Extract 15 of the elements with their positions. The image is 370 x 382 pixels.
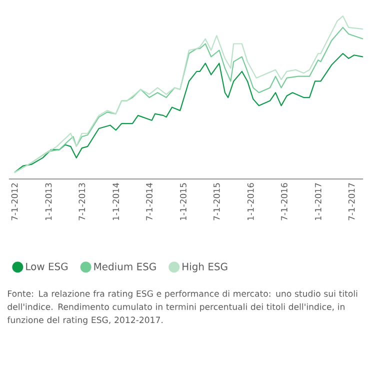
x-tick-label: 7-1-2012: [11, 183, 18, 220]
source-note: Fonte: La relazione fra rating ESG e performance di mercato: uno studio sui titoli dell'indice. Rendimento cumulato in termini percentuali dei titoli dell'indice, in funzione del rating ESG, 2012-2017.: [7, 290, 358, 325]
x-tick-label: 7-1-2014: [146, 183, 152, 220]
x-tick-label: 7-1-2016: [280, 183, 288, 220]
legend-label: Low ESG: [26, 262, 68, 270]
x-tick-label: 7-1-2013: [78, 183, 86, 220]
legend-label: High ESG: [182, 262, 228, 272]
x-tick-label: 1-1-2014: [112, 183, 120, 220]
x-tick-label: 1-1-2015: [180, 183, 186, 220]
x-tick-label: 7-1-2015: [213, 183, 220, 220]
x-tick-label: 1-1-2016: [247, 183, 254, 220]
x-tick-label: 7-1-2017: [348, 183, 355, 220]
x-tick-label: 1-1-2017: [314, 183, 322, 220]
legend-label: Medium ESG: [94, 262, 156, 270]
x-tick-label: 1-1-2013: [45, 183, 52, 220]
